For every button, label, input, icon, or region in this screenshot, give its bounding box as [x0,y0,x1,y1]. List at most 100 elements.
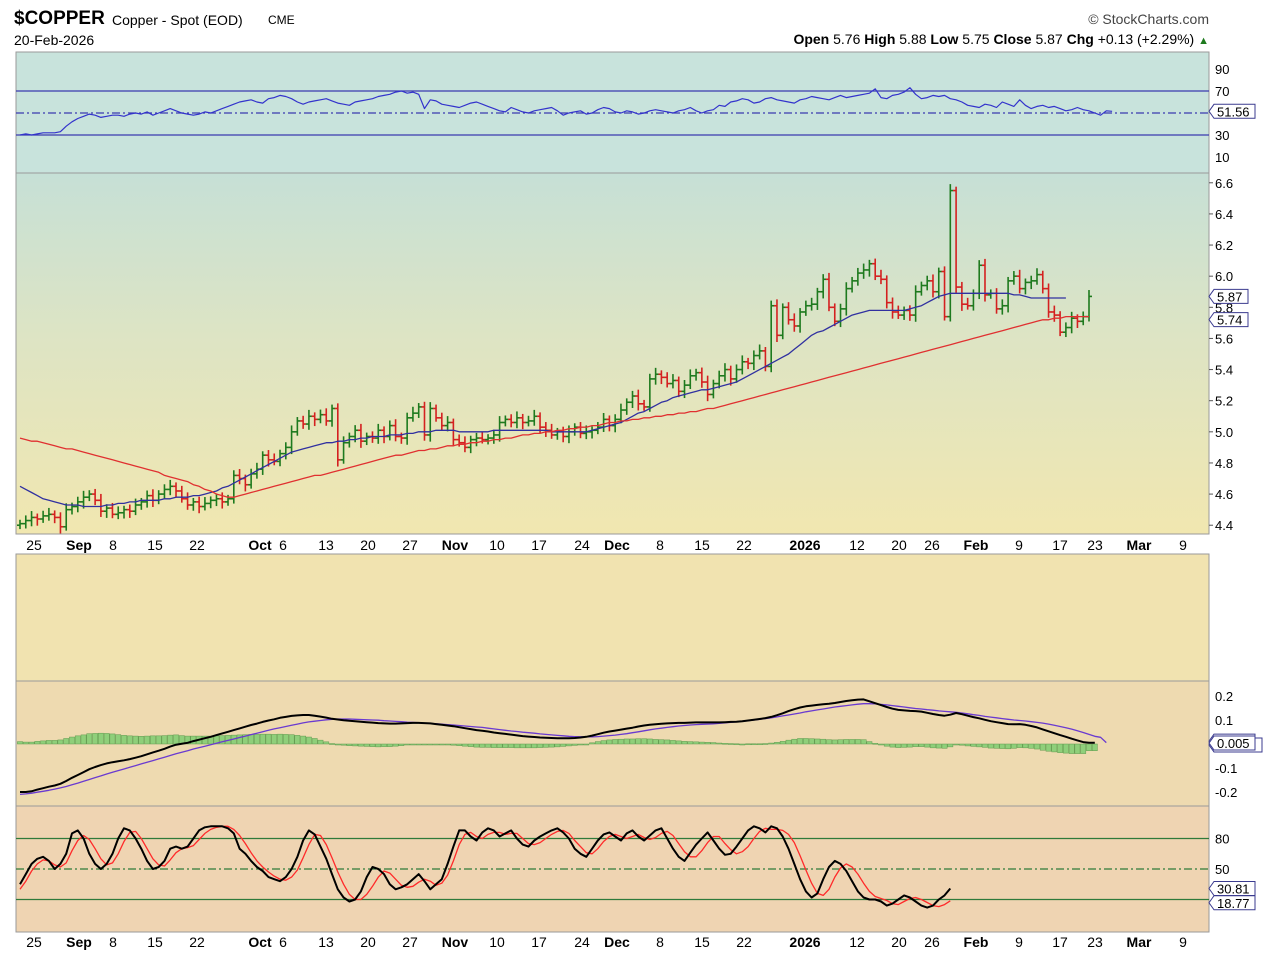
macd-histogram-bar [346,743,353,746]
x-tick-label: 24 [574,537,590,553]
x-tick-label-lower: 6 [279,934,287,950]
rsi-last-value: 51.56 [1217,104,1250,119]
macd-histogram-bar [629,738,636,745]
rsi-tick-90: 90 [1215,62,1229,77]
macd-histogram-bar [514,743,520,749]
macd-histogram-bar [606,739,613,745]
macd-histogram-bar [103,733,110,745]
macd-histogram-bar [323,741,330,745]
x-tick-label-lower: 13 [318,934,334,950]
macd-histogram-bar [404,743,411,746]
x-tick-label-lower: 24 [574,934,590,950]
macd-histogram-bar [860,739,867,745]
macd-histogram-bar [444,743,451,746]
macd-histogram-bar [329,743,335,745]
macd-histogram-bar [485,743,491,748]
symbol-description: Copper - Spot (EOD) [112,12,243,28]
macd-histogram-bar [548,743,555,748]
macd-histogram-bar [918,743,925,747]
price-tick-5.2: 5.2 [1215,394,1233,409]
x-tick-label-lower: 27 [402,934,418,950]
macd-histogram-bar [849,739,855,745]
macd-histogram-bar [803,738,809,745]
x-tick-label: 15 [147,537,163,553]
macd-histogram-bar [1086,743,1092,751]
macd-histogram-bar [375,743,382,748]
x-tick-label-lower: 20 [360,934,376,950]
chg-value: +0.13 (+2.29%) [1097,31,1195,47]
macd-histogram-bar [519,743,526,749]
x-tick-label: 2026 [789,537,820,553]
x-tick-label: Oct [248,537,272,553]
ohlc-summary: Open 5.76 High 5.88 Low 5.75 Close 5.87 … [793,31,1209,47]
macd-histogram-bar [993,743,1000,749]
macd-histogram-bar [496,743,503,748]
macd-histogram-bar [248,734,254,745]
open-value: 5.76 [833,31,861,47]
x-tick-label-lower: 17 [1052,934,1068,950]
brand-link[interactable]: © StockCharts.com [1088,11,1209,27]
macd-histogram-bar [450,743,457,746]
macd-histogram-bar [791,738,798,745]
macd-histogram-bar [883,743,890,747]
macd-histogram-bar [716,742,723,745]
price-tick-4.6: 4.6 [1215,487,1233,502]
macd-histogram-bar [254,734,260,745]
high-value: 5.88 [899,31,927,47]
low-label: Low [930,31,959,47]
macd-histogram-bar [57,739,64,745]
chg-label: Chg [1066,31,1094,47]
macd-histogram-bar [334,743,341,746]
macd-histogram-bar [22,741,29,745]
macd-histogram-bar [901,743,907,748]
price-tick-5.4: 5.4 [1215,363,1233,378]
macd-histogram-bar [583,743,590,746]
macd-histogram-bar [1039,743,1046,751]
macd-histogram-bar [941,743,948,749]
macd-histogram-bar [675,740,682,745]
macd-histogram-bar [751,743,757,746]
exchange-label: CME [268,13,295,27]
macd-histogram-bar [121,735,127,745]
macd-histogram-bar [479,743,486,748]
macd-histogram-bar [1034,743,1040,750]
macd-histogram-bar [17,741,23,745]
close-value: 5.87 [1035,31,1063,47]
macd-histogram-bar [386,743,393,747]
macd-histogram-bar [537,743,543,748]
macd-histogram-bar [987,743,994,749]
macd-histogram-bar [219,735,226,745]
macd-histogram-bar [1051,743,1058,753]
price-ma-long-line [19,315,1089,498]
macd-histogram-bar [369,743,376,747]
macd-histogram-bar [722,743,728,745]
macd-histogram-bar [959,743,965,746]
macd-histogram-bar [525,743,532,749]
macd-histogram-bar [947,743,954,748]
x-tick-label: Feb [964,537,989,553]
x-tick-label-lower: 15 [147,934,163,950]
close-label: Close [993,31,1032,47]
rsi-tick-10: 10 [1215,150,1229,165]
macd-histogram-bar [144,735,150,745]
x-tick-label-lower: 22 [736,934,752,950]
macd-histogram-bar [970,743,977,747]
macd-histogram-bar [311,738,318,745]
macd-histogram-bar [126,735,133,745]
price-tick-6.0: 6.0 [1215,269,1233,284]
macd-histogram-bar [74,735,81,745]
x-tick-label: 20 [360,537,376,553]
macd-histogram-bar [1091,743,1098,751]
x-tick-label-lower: 8 [656,934,664,950]
macd-histogram-bar [745,743,751,746]
macd-tick--0.1: -0.1 [1215,761,1237,776]
chg-up-icon: ▲ [1198,35,1209,47]
macd-histogram-bar [1005,743,1011,750]
macd-histogram-bar [473,743,480,748]
x-tick-label-lower: Oct [248,934,272,950]
macd-histogram-bar [907,743,913,748]
macd-histogram-bar [878,743,884,746]
macd-histogram-bar [173,734,179,745]
macd-histogram-bar [1068,743,1075,754]
